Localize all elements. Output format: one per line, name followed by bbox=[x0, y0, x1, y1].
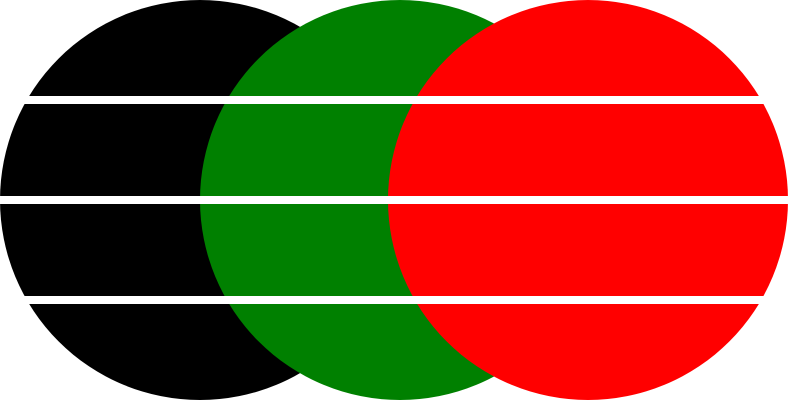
white-stripe bbox=[0, 96, 788, 104]
white-stripe bbox=[0, 196, 788, 204]
white-stripe bbox=[0, 296, 788, 304]
